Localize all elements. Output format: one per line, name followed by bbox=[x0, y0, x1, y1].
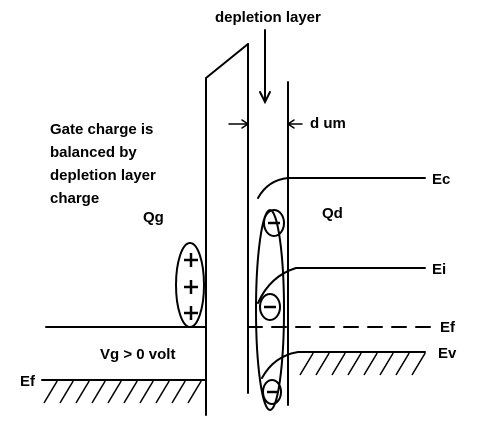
d-arrow-right-head bbox=[286, 119, 295, 129]
hatch-stroke bbox=[75, 380, 90, 404]
hatch-stroke bbox=[59, 380, 74, 404]
gate-note-line-1: Gate charge is bbox=[50, 121, 154, 138]
valence-hatching bbox=[299, 352, 426, 376]
hatch-stroke bbox=[123, 380, 138, 404]
d-arrow-left-head bbox=[241, 119, 250, 129]
ev-band bbox=[261, 351, 426, 379]
gate-charge-plus-signs bbox=[184, 253, 198, 320]
hatch-stroke bbox=[155, 380, 170, 404]
hatch-stroke bbox=[347, 352, 362, 376]
hatch-stroke bbox=[187, 380, 202, 404]
depletion-charge-circle-2 bbox=[259, 293, 281, 321]
hatch-stroke bbox=[91, 380, 106, 404]
depletion-charge-minus-signs bbox=[264, 221, 280, 394]
hatch-stroke bbox=[315, 352, 330, 376]
ei-label: Ei bbox=[432, 261, 447, 278]
depletion-layer-label: depletion layer bbox=[215, 9, 321, 26]
hatch-stroke bbox=[139, 380, 154, 404]
hatch-stroke bbox=[107, 380, 122, 404]
depletion-charge-circle-1 bbox=[263, 209, 285, 237]
ev-label: Ev bbox=[438, 345, 457, 362]
hatch-stroke bbox=[171, 380, 186, 404]
depletion-charge-circle-3 bbox=[262, 379, 282, 405]
hatch-stroke bbox=[363, 352, 378, 376]
ec-label: Ec bbox=[432, 171, 451, 188]
qd-label: Qd bbox=[322, 205, 343, 222]
ef-right-label: Ef bbox=[440, 319, 455, 336]
d-um-label: d um bbox=[310, 115, 346, 132]
ec-band bbox=[257, 177, 426, 199]
gate-note-line-4: charge bbox=[50, 190, 100, 207]
ei-band bbox=[257, 267, 426, 304]
hatch-stroke bbox=[299, 352, 314, 376]
hatch-stroke bbox=[43, 380, 58, 404]
hatch-stroke bbox=[331, 352, 346, 376]
hatch-stroke bbox=[379, 352, 394, 376]
gate-slant-top bbox=[205, 43, 249, 79]
gate-note-line-2: balanced by bbox=[50, 144, 137, 161]
hatch-stroke bbox=[395, 352, 410, 376]
hatch-stroke bbox=[411, 352, 426, 376]
vg-label: Vg > 0 volt bbox=[100, 346, 176, 363]
metal-hatching bbox=[43, 380, 202, 404]
qg-label: Qg bbox=[143, 209, 164, 226]
depletion-arrow-head bbox=[259, 91, 271, 105]
gate-charge-ellipse bbox=[175, 242, 205, 328]
ef-left-label: Ef bbox=[20, 373, 35, 390]
gate-note-line-3: depletion layer bbox=[50, 167, 156, 184]
